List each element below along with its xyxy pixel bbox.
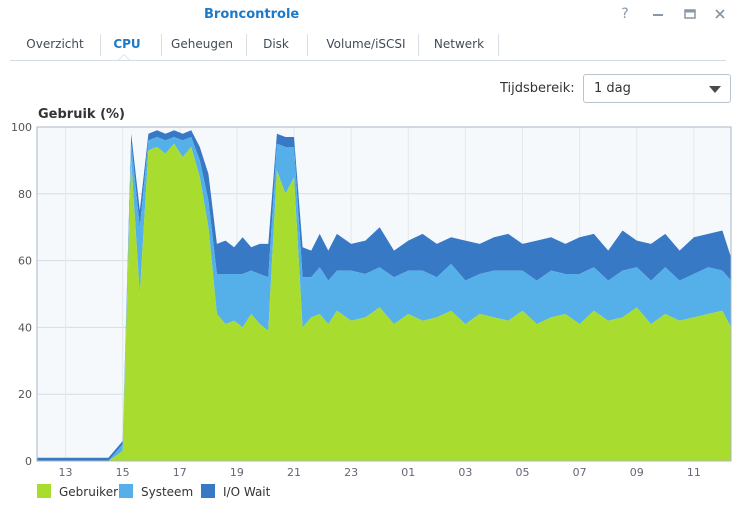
time-range-select[interactable]: 1 dag <box>583 74 731 103</box>
x-tick-label: 15 <box>116 466 130 479</box>
legend-label: I/O Wait <box>223 485 271 499</box>
y-tick-label: 60 <box>18 255 32 268</box>
tab-divider <box>418 34 419 56</box>
x-tick-label: 11 <box>687 466 701 479</box>
title-bar: Broncontrole ? <box>0 0 737 30</box>
tab-divider <box>100 34 101 56</box>
tab-divider <box>246 34 247 56</box>
x-tick-label: 17 <box>173 466 187 479</box>
x-tick-label: 13 <box>59 466 73 479</box>
area-gebruiker <box>37 143 731 461</box>
legend-swatch <box>37 484 51 498</box>
x-tick-label: 03 <box>458 466 472 479</box>
y-tick-label: 20 <box>18 388 32 401</box>
y-tick-label: 0 <box>25 455 32 468</box>
x-tick-label: 21 <box>287 466 301 479</box>
area-i-o-wait <box>37 130 731 462</box>
plot-border <box>36 126 732 462</box>
x-tick-label: 07 <box>573 466 587 479</box>
y-tick-label: 40 <box>18 321 32 334</box>
tab-divider <box>161 34 162 56</box>
dropdown-arrow-icon <box>709 86 721 93</box>
tab-netwerk[interactable]: Netwerk <box>433 37 485 51</box>
x-tick-label: 05 <box>516 466 530 479</box>
legend-swatch <box>119 484 133 498</box>
area-systeem <box>37 137 731 461</box>
y-tick-label: 100 <box>11 121 32 134</box>
tab-disk[interactable]: Disk <box>263 37 289 51</box>
x-tick-label: 09 <box>630 466 644 479</box>
maximize-icon[interactable] <box>682 6 698 22</box>
tab-volume-iscsi[interactable]: Volume/iSCSI <box>326 37 406 51</box>
help-icon[interactable]: ? <box>621 6 629 22</box>
tab-cpu[interactable]: CPU <box>113 37 141 51</box>
tab-bar: Overzicht CPU Geheugen Disk Volume/iSCSI… <box>10 32 726 61</box>
tab-divider <box>307 34 308 56</box>
time-range-value: 1 dag <box>594 81 631 96</box>
window-title: Broncontrole <box>204 7 300 22</box>
tab-geheugen[interactable]: Geheugen <box>171 37 233 51</box>
x-tick-label: 01 <box>401 466 415 479</box>
legend-swatch <box>201 484 215 498</box>
x-tick-label: 19 <box>230 466 244 479</box>
legend-label: Gebruiker <box>59 485 119 499</box>
minimize-icon[interactable] <box>650 6 666 22</box>
close-icon[interactable] <box>712 6 728 22</box>
time-range-label: Tijdsbereik: <box>500 81 575 96</box>
tab-divider <box>498 34 499 56</box>
x-tick-label: 23 <box>344 466 358 479</box>
legend-label: Systeem <box>141 485 194 499</box>
y-tick-label: 80 <box>18 188 32 201</box>
chart-title: Gebruik (%) <box>38 107 125 122</box>
tab-overzicht[interactable]: Overzicht <box>26 37 84 51</box>
